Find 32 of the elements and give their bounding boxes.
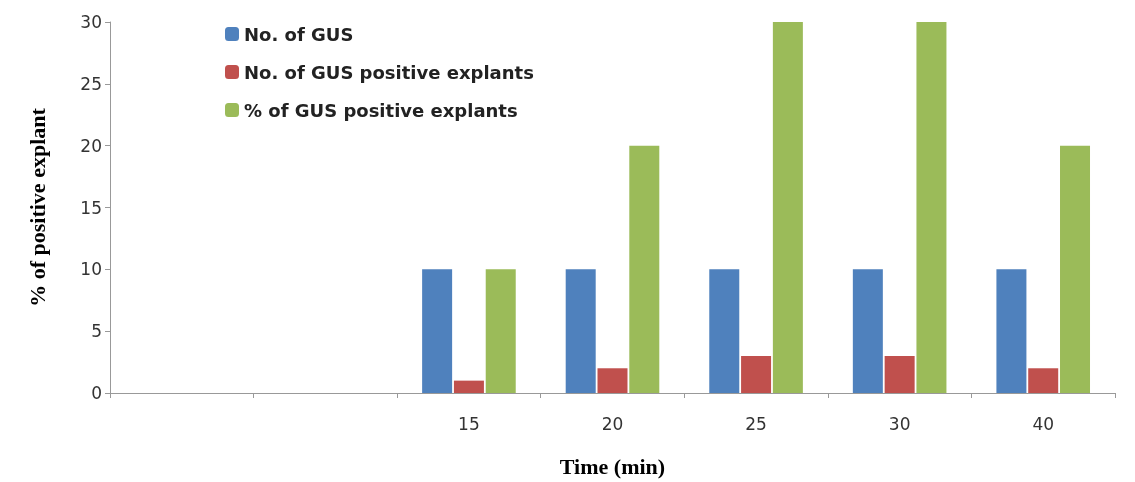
y-tick-label: 15 — [80, 197, 102, 218]
bar — [884, 355, 915, 393]
bar — [565, 269, 596, 393]
x-tick-label: 15 — [458, 413, 480, 434]
bar — [709, 269, 740, 393]
bar — [422, 269, 453, 393]
bar — [629, 145, 660, 393]
y-axis-title: % of positive explant — [24, 107, 50, 307]
bar — [1060, 145, 1091, 393]
y-tick-label: 5 — [91, 321, 102, 342]
bar — [741, 355, 772, 393]
x-tick-label: 25 — [745, 413, 767, 434]
legend-label: No. of GUS positive explants — [244, 61, 534, 83]
bar — [1028, 368, 1059, 393]
bar — [453, 380, 484, 393]
x-tick-label: 30 — [888, 413, 911, 434]
bar — [996, 269, 1027, 393]
x-tick-label: 40 — [1032, 413, 1055, 434]
bar — [852, 269, 883, 393]
y-tick-label: 10 — [80, 259, 102, 280]
y-tick-label: 25 — [80, 73, 102, 94]
x-tick-label: 20 — [601, 413, 624, 434]
legend-label: No. of GUS — [244, 23, 354, 45]
x-axis-title: Time (min) — [559, 453, 666, 479]
y-tick-label: 0 — [91, 383, 102, 403]
bar — [916, 22, 947, 393]
y-tick-label: 30 — [80, 12, 102, 32]
legend-label: % of GUS positive explants — [244, 99, 518, 121]
y-tick-label: 20 — [80, 135, 102, 156]
bar — [485, 269, 516, 393]
bar — [597, 368, 628, 393]
bar — [772, 22, 803, 393]
